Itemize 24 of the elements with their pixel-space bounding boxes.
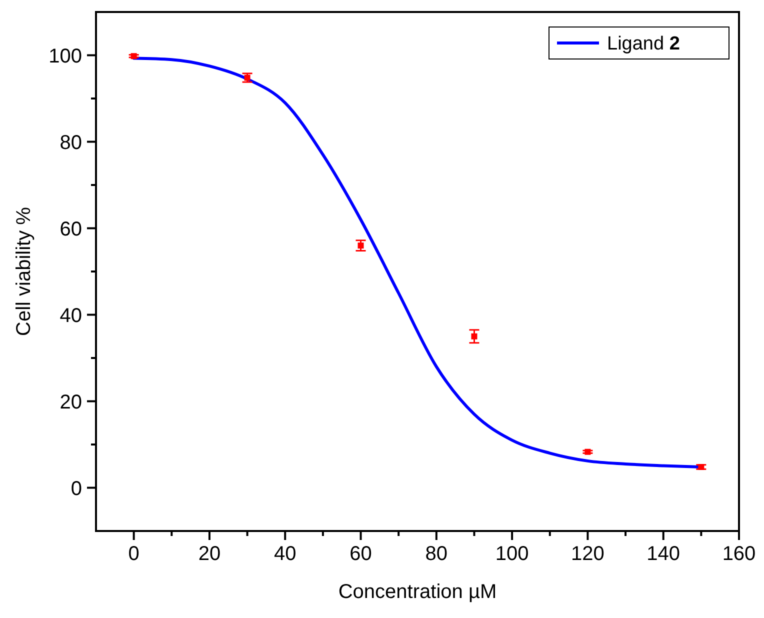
- y-tick-label: 80: [60, 132, 82, 154]
- x-tick-label: 20: [198, 543, 221, 565]
- x-tick-label: 160: [722, 543, 756, 565]
- point: [471, 333, 478, 340]
- legend-label: Ligand 2: [607, 34, 680, 55]
- x-tick-label: 120: [571, 543, 604, 565]
- point: [584, 448, 591, 455]
- y-tick-label: 20: [60, 391, 82, 414]
- point: [698, 464, 704, 470]
- y-tick-label: 60: [60, 218, 82, 240]
- x-tick-label: 60: [350, 543, 372, 565]
- point: [130, 53, 137, 60]
- point: [244, 74, 250, 81]
- x-tick-label: 140: [646, 543, 680, 565]
- x-tick-label: 80: [425, 543, 448, 565]
- y-tick-label: 0: [70, 478, 82, 500]
- x-tick-label: 100: [495, 543, 529, 565]
- point: [358, 242, 364, 249]
- y-tick-label: 40: [60, 304, 82, 327]
- x-axis-title: Concentration µM: [338, 581, 497, 603]
- x-tick-label: 40: [274, 543, 296, 565]
- y-axis-title: Cell viability %: [13, 206, 35, 336]
- y-tick-label: 100: [48, 45, 82, 68]
- x-tick-label: 0: [128, 543, 140, 565]
